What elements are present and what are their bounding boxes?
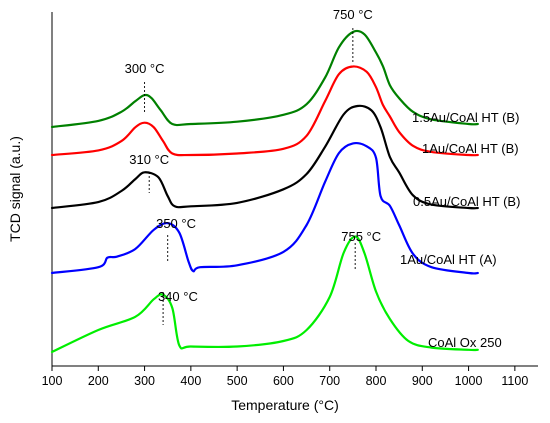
x-tick-label: 700	[319, 374, 340, 388]
series-label-5: CoAl Ox 250	[428, 335, 502, 350]
series-line-2	[50, 65, 479, 157]
x-tick-label: 900	[412, 374, 433, 388]
series-label-3: 0.5Au/CoAl HT (B)	[413, 194, 520, 209]
x-tick-label: 400	[180, 374, 201, 388]
peak-label: 750 °C	[333, 7, 373, 22]
x-tick-label: 800	[366, 374, 387, 388]
series-curves	[50, 29, 479, 354]
series-line-4	[50, 141, 479, 275]
series-line-5	[50, 235, 479, 354]
x-tick-label: 500	[227, 374, 248, 388]
x-axis-title: Temperature (°C)	[231, 397, 339, 413]
x-tick-label: 100	[42, 374, 63, 388]
peak-label: 350 °C	[156, 216, 196, 231]
series-label-2: 1Au/CoAl HT (B)	[422, 141, 519, 156]
x-tick-label: 200	[88, 374, 109, 388]
y-axis-title: TCD signal (a.u.)	[7, 136, 23, 242]
peak-label: 300 °C	[125, 61, 165, 76]
x-axis-ticks: 100 200 300 400 500 600 700 800 900 1000 1100	[42, 366, 528, 388]
x-tick-label: 300	[134, 374, 155, 388]
series-label-1: 1.5Au/CoAl HT (B)	[412, 110, 519, 125]
peak-annotations: 750 °C 300 °C 310 °C 350 °C 755 °C 340 °C	[125, 7, 381, 325]
x-tick-label: 1000	[455, 374, 483, 388]
peak-label: 310 °C	[129, 152, 169, 167]
peak-label: 755 °C	[341, 229, 381, 244]
plot-frame	[51, 12, 538, 367]
peak-label: 340 °C	[158, 289, 198, 304]
series-line-3	[50, 104, 479, 210]
x-tick-label: 600	[273, 374, 294, 388]
series-labels: 1.5Au/CoAl HT (B) 1Au/CoAl HT (B) 0.5Au/Co…	[400, 110, 520, 350]
series-label-4: 1Au/CoAl HT (A)	[400, 252, 497, 267]
series-line-1	[50, 29, 479, 129]
x-tick-label: 1100	[501, 374, 528, 388]
